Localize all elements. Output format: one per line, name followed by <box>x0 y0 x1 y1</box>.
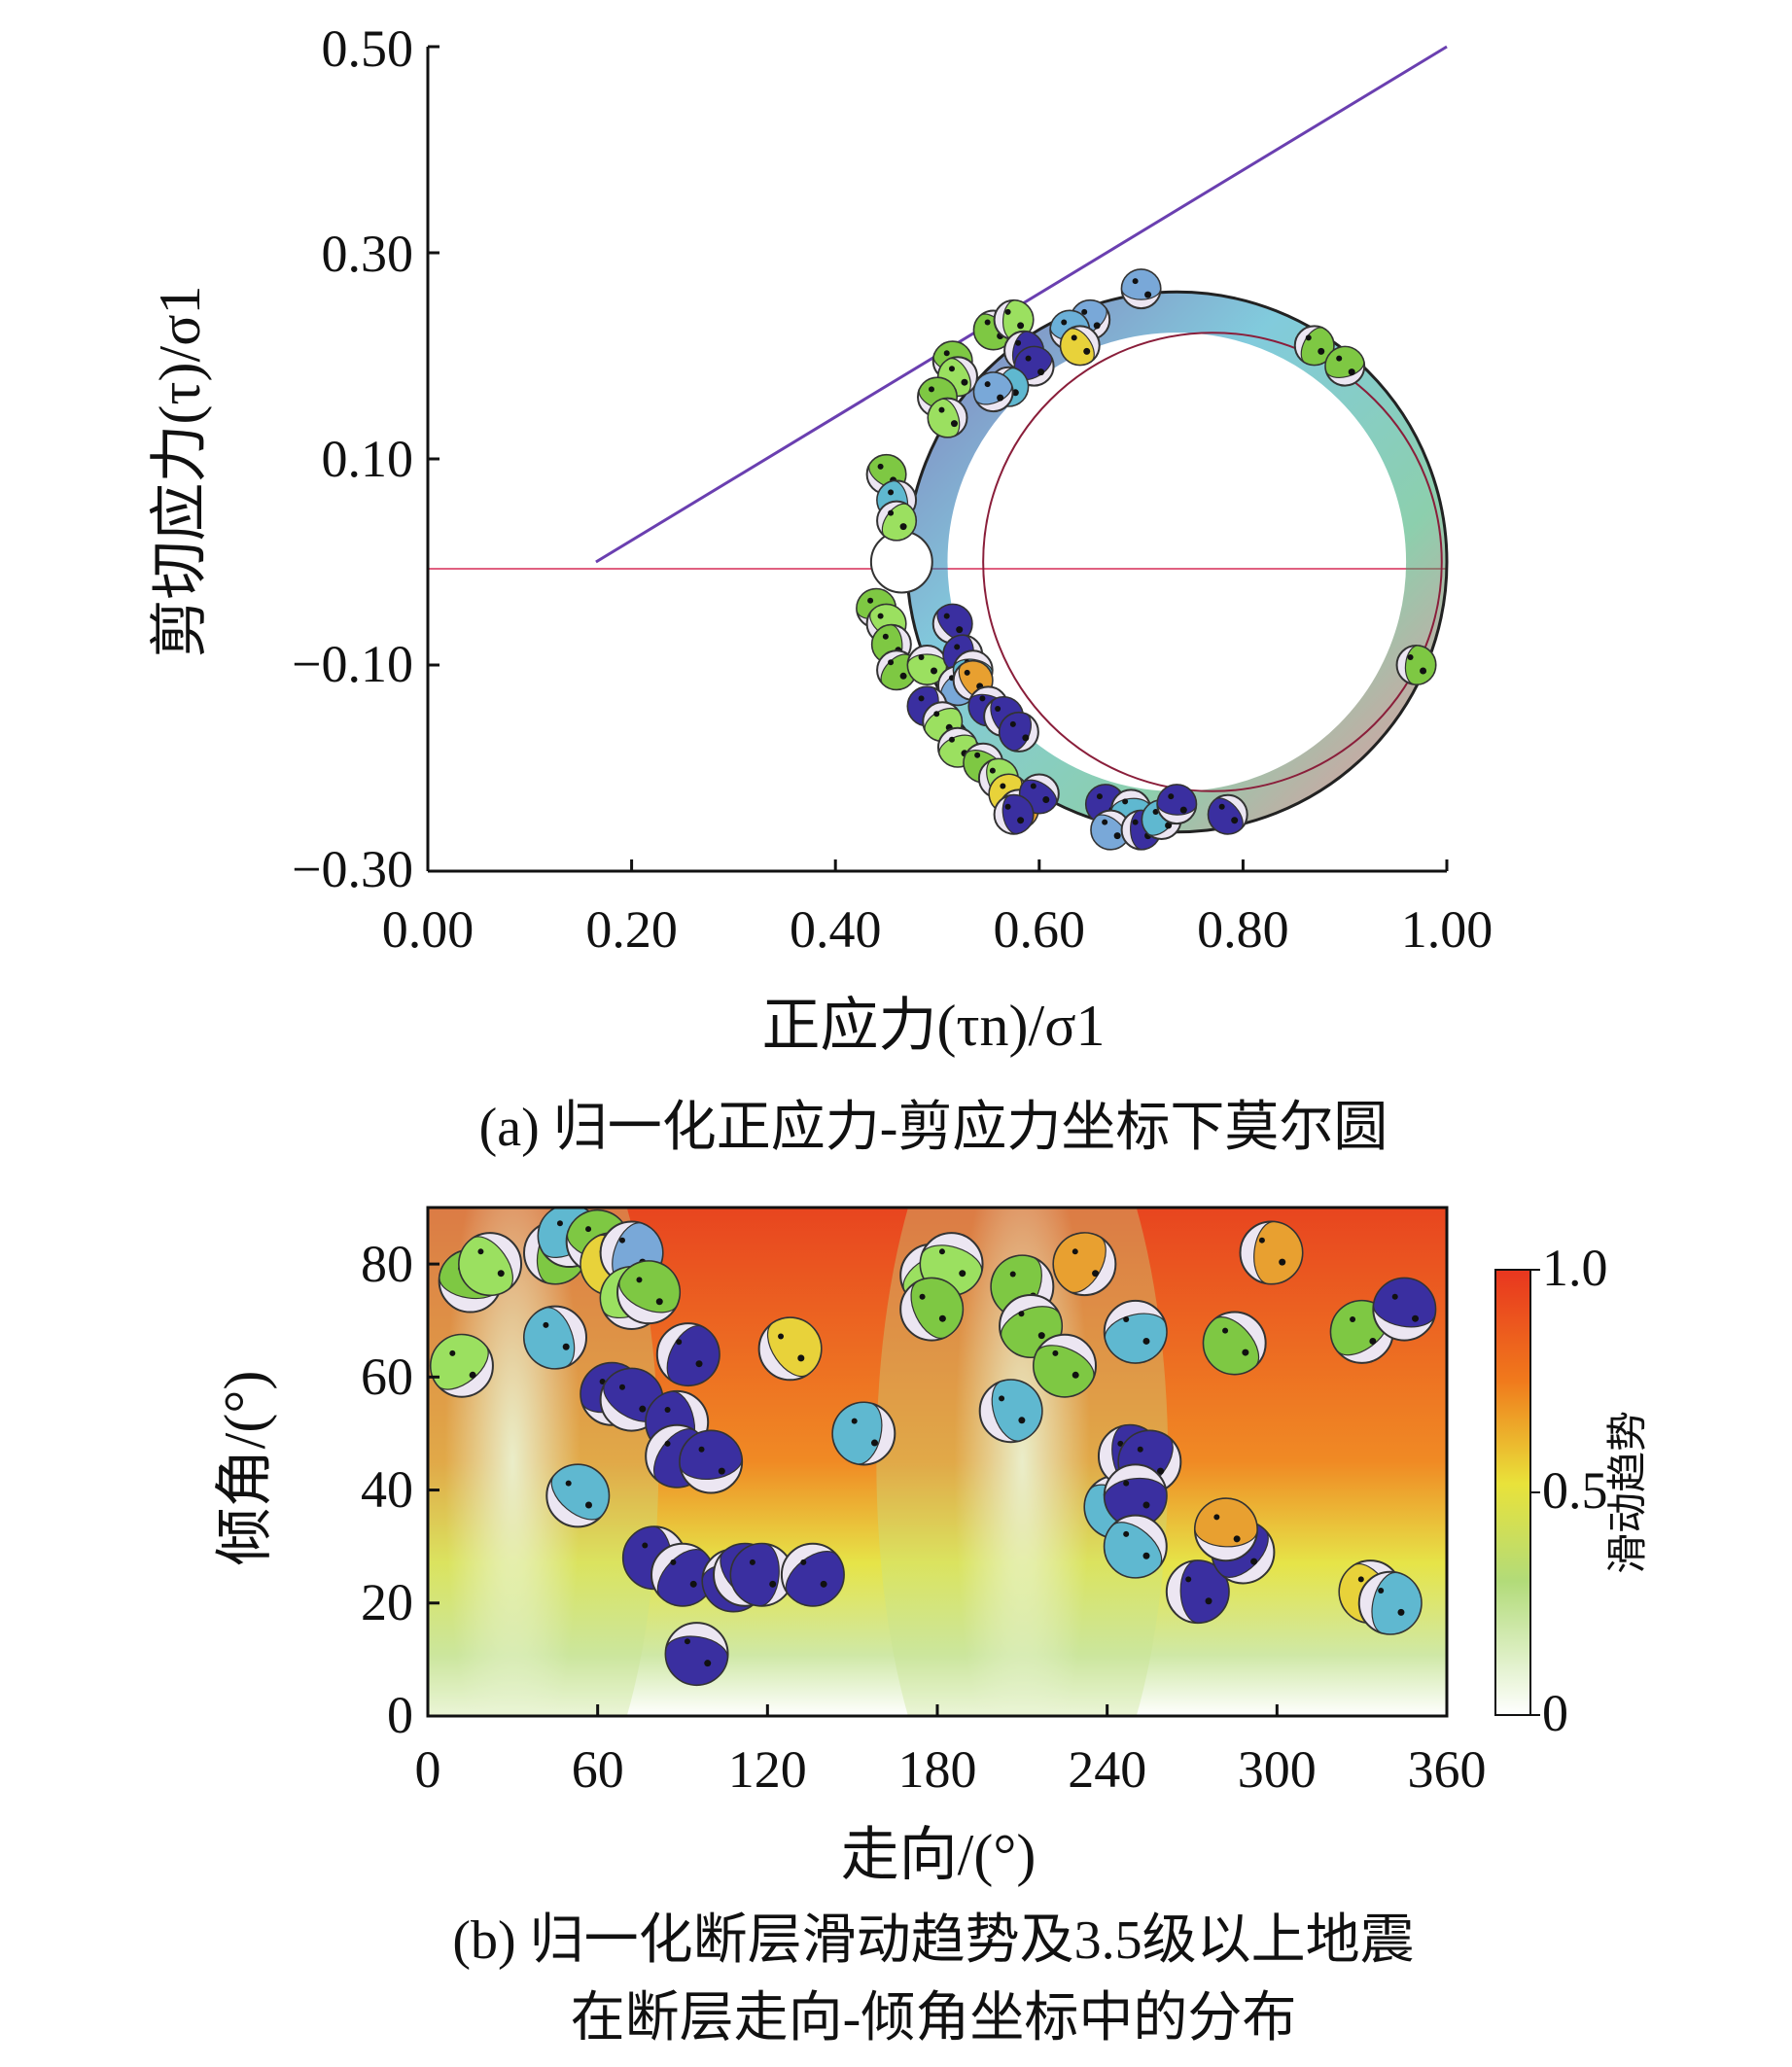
y-tick-b-3: 20 <box>361 1573 413 1631</box>
y-tick-a-3: −0.10 <box>292 635 413 693</box>
colorbar-title: 滑动趋势 <box>1606 1411 1651 1574</box>
event-b-33 <box>978 1379 1043 1444</box>
y-tick-a-0: 0.50 <box>322 19 414 78</box>
x-tick-b-5: 300 <box>1238 1740 1317 1799</box>
event-a-47 <box>1207 793 1248 835</box>
x-tick-a-0: 0.00 <box>382 900 474 959</box>
event-b-49 <box>1357 1570 1423 1635</box>
x-tick-b-1: 60 <box>572 1740 624 1799</box>
colorbar-gradient <box>1494 1269 1531 1716</box>
y-tick-a-2: 0.10 <box>322 430 414 488</box>
event-b-10 <box>523 1305 587 1370</box>
event-a-15 <box>1324 345 1366 387</box>
x-tick-b-3: 180 <box>898 1740 977 1799</box>
event-b-40 <box>1103 1514 1168 1579</box>
event-b-32 <box>1033 1333 1097 1398</box>
y-tick-b-4: 0 <box>387 1686 413 1744</box>
x-axis-title-a: 正应力(τn)/σ1 <box>761 994 1105 1058</box>
event-a-40 <box>993 793 1035 835</box>
event-b-34 <box>1052 1232 1117 1297</box>
x-tick-a-3: 0.60 <box>994 900 1086 959</box>
colorbar-label-1: 1.0 <box>1542 1239 1608 1297</box>
events-a <box>856 268 1437 851</box>
y-tick-a-1: 0.30 <box>322 225 414 283</box>
event-a-18 <box>876 500 918 542</box>
ticks-a <box>426 45 1449 873</box>
y-tick-b-2: 40 <box>361 1460 413 1519</box>
event-b-16 <box>679 1429 744 1494</box>
event-b-26 <box>831 1401 896 1466</box>
x-tick-a-2: 0.40 <box>790 900 882 959</box>
event-b-45 <box>1239 1220 1304 1285</box>
caption-a: (a) 归一化正应力-剪应力坐标下莫尔圆 <box>479 1098 1388 1158</box>
panel-a: 0.50 0.30 0.10 −0.10 −0.30 0.00 0.20 0.4… <box>148 19 1493 1158</box>
event-a-13 <box>927 397 968 438</box>
heatmap-background <box>428 1208 1447 1716</box>
event-b-47 <box>1372 1277 1437 1342</box>
caption-b-line-2: 在断层走向-倾角坐标中的分布 <box>571 1988 1297 2049</box>
event-b-11 <box>655 1322 720 1387</box>
small-circle <box>869 530 933 594</box>
x-tick-a-4: 0.80 <box>1197 900 1289 959</box>
inner-circle <box>982 332 1443 792</box>
x-tick-b-4: 240 <box>1068 1740 1146 1799</box>
panel-b: 80 60 40 20 0 0 60 120 180 240 300 360 走… <box>213 1206 1651 2049</box>
event-b-25 <box>757 1316 823 1382</box>
event-b-19 <box>650 1542 715 1607</box>
x-tick-a-1: 0.20 <box>585 900 678 959</box>
event-b-43 <box>1193 1497 1258 1562</box>
event-b-23 <box>780 1542 845 1607</box>
event-a-22 <box>876 649 918 691</box>
x-tick-b-6: 360 <box>1408 1740 1487 1799</box>
event-a-48 <box>1395 645 1437 685</box>
x-axis-title-b: 走向/(°) <box>841 1823 1037 1887</box>
ticks-b <box>426 1262 1449 1718</box>
x-tick-b-2: 120 <box>728 1740 807 1799</box>
y-tick-b-0: 80 <box>361 1235 413 1293</box>
event-b-44 <box>1202 1311 1267 1376</box>
event-a-33 <box>998 711 1039 753</box>
event-a-11 <box>972 371 1014 413</box>
event-b-9 <box>616 1260 682 1325</box>
y-tick-a-4: −0.30 <box>292 840 413 898</box>
y-axis-title-b: 倾角/(°) <box>213 1371 277 1566</box>
event-b-0 <box>429 1333 494 1398</box>
valley-halo-0 <box>428 1208 659 1716</box>
event-b-29 <box>899 1277 965 1342</box>
y-tick-b-1: 60 <box>361 1348 413 1406</box>
event-a-43 <box>1090 809 1132 851</box>
panel-a-axes: 0.50 0.30 0.10 −0.10 −0.30 0.00 0.20 0.4… <box>292 19 1493 959</box>
event-b-24 <box>664 1622 729 1687</box>
event-b-35 <box>1103 1299 1168 1364</box>
event-a-0 <box>1120 268 1162 310</box>
x-tick-a-5: 1.00 <box>1401 900 1493 959</box>
event-a-46 <box>1156 784 1198 825</box>
colorbar-label-0: 0 <box>1542 1684 1568 1742</box>
x-tick-b-0: 0 <box>415 1740 441 1799</box>
event-b-17 <box>545 1463 611 1528</box>
event-b-22 <box>729 1542 794 1607</box>
caption-b-line-1: (b) 归一化断层滑动趋势及3.5级以上地震 <box>452 1910 1414 1971</box>
events-b <box>429 1208 1437 1687</box>
colorbar-label-05: 0.5 <box>1542 1461 1608 1520</box>
y-axis-title-a: 剪切应力(τ)/σ1 <box>148 285 212 657</box>
event-b-39 <box>1103 1463 1168 1528</box>
event-a-14 <box>1293 325 1335 367</box>
event-a-45 <box>1141 799 1182 840</box>
panel-a-plot-elements <box>428 45 1449 851</box>
colorbar: 1.0 0.5 0 滑动趋势 <box>1494 1239 1651 1742</box>
event-a-5 <box>1059 325 1101 367</box>
event-b-2 <box>458 1232 523 1297</box>
